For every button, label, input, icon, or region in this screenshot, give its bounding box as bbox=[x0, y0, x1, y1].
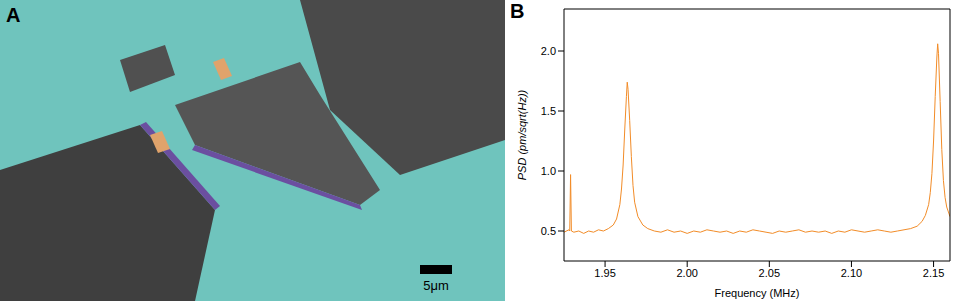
svg-text:Frequency (MHz): Frequency (MHz) bbox=[715, 287, 800, 299]
svg-text:1.0: 1.0 bbox=[541, 165, 556, 177]
svg-text:1.5: 1.5 bbox=[541, 105, 556, 117]
svg-text:2.10: 2.10 bbox=[841, 267, 862, 279]
svg-text:0.5: 0.5 bbox=[541, 225, 556, 237]
svg-text:1.95: 1.95 bbox=[594, 267, 615, 279]
svg-text:5μm: 5μm bbox=[423, 278, 449, 293]
svg-text:PSD (pm/sqrt(Hz)): PSD (pm/sqrt(Hz)) bbox=[516, 89, 528, 180]
svg-text:2.0: 2.0 bbox=[541, 45, 556, 57]
svg-text:2.05: 2.05 bbox=[759, 267, 780, 279]
svg-text:2.15: 2.15 bbox=[923, 267, 944, 279]
svg-text:2.00: 2.00 bbox=[676, 267, 697, 279]
svg-text:A: A bbox=[6, 4, 20, 26]
html-text:B: B bbox=[510, 0, 525, 22]
